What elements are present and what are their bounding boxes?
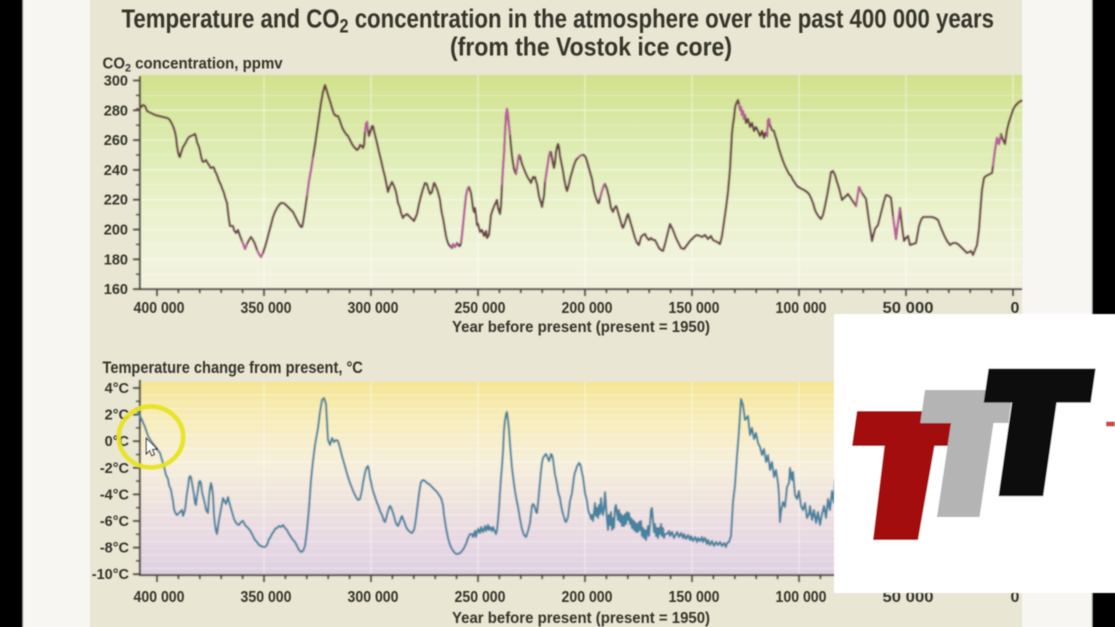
svg-text:Temperature change from presen: Temperature change from present, °C [103,359,363,377]
svg-text:300: 300 [104,74,128,90]
svg-text:150 000: 150 000 [669,300,720,317]
svg-text:4°C: 4°C [105,381,130,397]
svg-text:50 000: 50 000 [883,589,934,606]
svg-text:Temperature and CO2 concentrat: Temperature and CO2 concentration in the… [122,5,995,37]
svg-text:350 000: 350 000 [241,589,292,606]
svg-text:180: 180 [104,252,128,268]
svg-text:0: 0 [1011,300,1020,317]
svg-text:150 000: 150 000 [669,589,720,606]
svg-text:350 000: 350 000 [241,300,292,317]
svg-text:400 000: 400 000 [134,300,185,317]
svg-text:300 000: 300 000 [348,300,399,317]
svg-text:200 000: 200 000 [562,300,613,317]
svg-text:-10°C: -10°C [92,567,130,583]
svg-text:CO2 concentration, ppmv: CO2 concentration, ppmv [103,55,283,75]
svg-text:Year before present (present =: Year before present (present = 1950) [452,610,710,627]
svg-text:220: 220 [104,193,128,209]
svg-text:100 000: 100 000 [776,300,827,317]
svg-text:200: 200 [104,223,128,239]
svg-text:100 000: 100 000 [776,589,827,606]
svg-text:-8°C: -8°C [100,541,130,557]
svg-text:280: 280 [104,103,128,119]
svg-text:-4°C: -4°C [100,487,130,503]
svg-text:250 000: 250 000 [455,300,506,317]
svg-text:250 000: 250 000 [455,589,506,606]
svg-text:-6°C: -6°C [100,514,130,530]
svg-text:50 000: 50 000 [883,300,934,317]
svg-text:400 000: 400 000 [134,589,185,606]
svg-text:(from the Vostok ice core): (from the Vostok ice core) [450,32,732,62]
svg-text:0: 0 [1011,589,1020,606]
svg-text:300 000: 300 000 [348,589,399,606]
svg-text:200 000: 200 000 [562,589,613,606]
svg-text:Year before present (present =: Year before present (present = 1950) [452,319,710,336]
svg-text:260: 260 [104,133,128,149]
svg-text:160: 160 [104,282,128,298]
svg-text:240: 240 [104,163,128,179]
svg-text:-2°C: -2°C [100,461,130,477]
